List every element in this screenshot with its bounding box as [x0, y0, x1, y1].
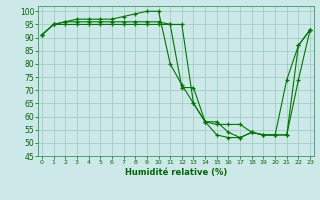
X-axis label: Humidité relative (%): Humidité relative (%)	[125, 168, 227, 177]
